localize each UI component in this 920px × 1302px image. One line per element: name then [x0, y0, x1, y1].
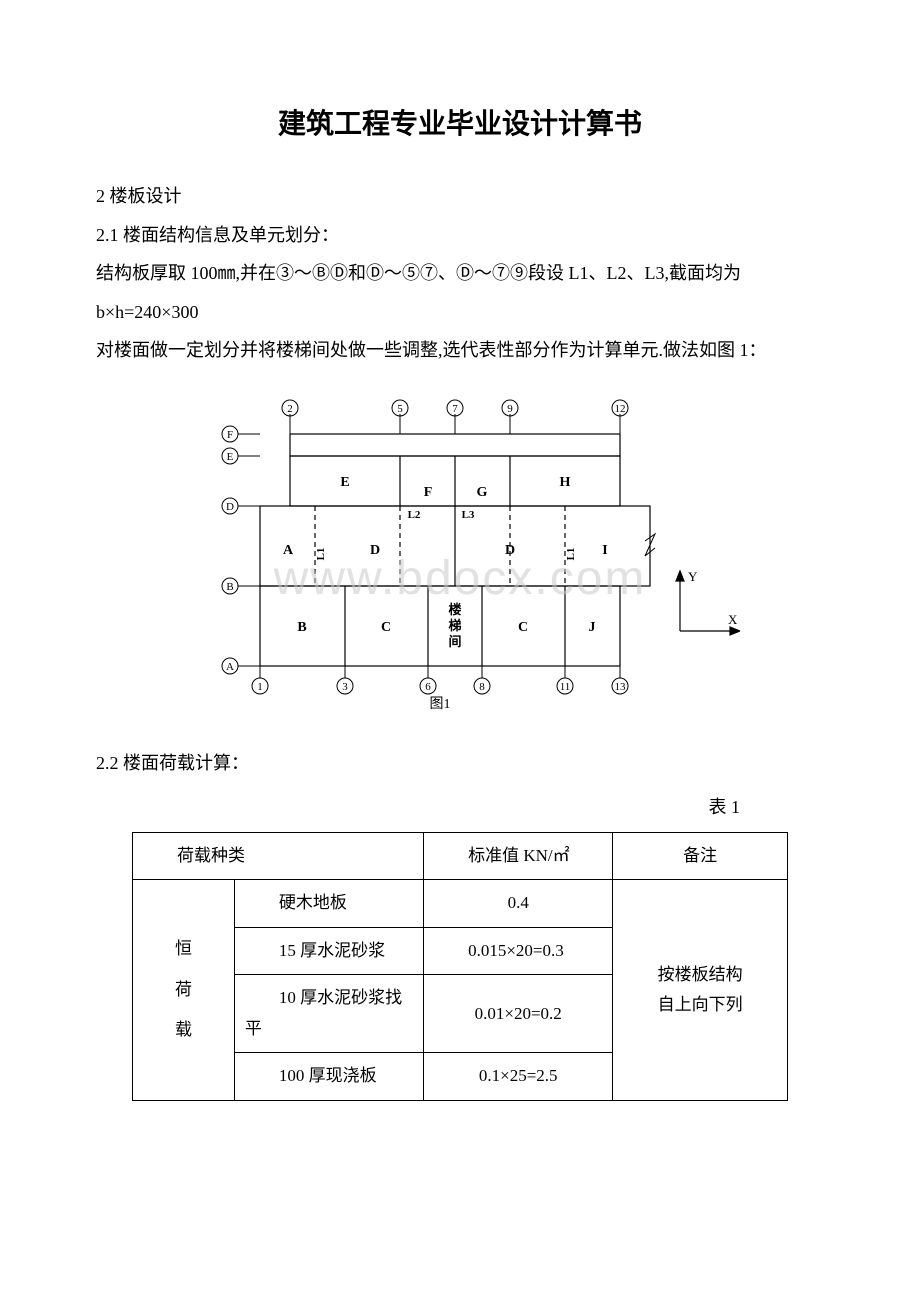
th-standard-value: 标准值 KN/㎡: [424, 832, 613, 880]
td-item-value: 0.015×20=0.3: [424, 927, 613, 975]
top-axis-labels: 2 5 7 9 12: [282, 400, 628, 434]
svg-text:13: 13: [615, 681, 627, 693]
td-note: 按楼板结构 自上向下列: [613, 880, 788, 1101]
figure-caption: 图1: [430, 697, 451, 712]
svg-text:间: 间: [448, 634, 461, 649]
section-2-heading: 2 楼板设计: [60, 180, 860, 212]
section-2-1-heading: 2.1 楼面结构信息及单元划分：: [60, 219, 860, 251]
svg-text:L2: L2: [408, 509, 421, 521]
td-item-value: 0.4: [424, 880, 613, 928]
cell-labels: E F G H A D D I B C C J: [283, 475, 608, 635]
bottom-axis-labels: 1 3 6 8 11 13: [252, 666, 628, 694]
svg-text:F: F: [424, 485, 433, 500]
svg-text:Y: Y: [688, 569, 698, 584]
th-note: 备注: [613, 832, 788, 880]
svg-text:D: D: [370, 543, 380, 558]
paragraph-struct-thickness: 结构板厚取 100㎜,并在③～ⒷⒹ和Ⓓ～⑤⑦、Ⓓ～⑦⑨段设 L1、L2、L3,截…: [60, 257, 860, 289]
svg-text:X: X: [728, 612, 738, 627]
table-row: 恒 荷 载 硬木地板 0.4 按楼板结构 自上向下列: [133, 880, 788, 928]
svg-text:L1: L1: [315, 548, 327, 561]
stair-label: 楼 梯 间: [448, 602, 461, 649]
svg-text:楼: 楼: [448, 602, 461, 617]
left-axis-labels: F E D B A: [222, 426, 260, 674]
svg-text:梯: 梯: [448, 618, 461, 633]
section-2-2-heading: 2.2 楼面荷载计算：: [60, 747, 860, 779]
svg-text:5: 5: [397, 403, 403, 415]
beam-labels: L1 L2 L3 L1: [315, 509, 577, 560]
svg-text:A: A: [226, 661, 234, 673]
td-rowgroup-dead-load: 恒 荷 载: [133, 880, 235, 1101]
svg-text:6: 6: [425, 681, 431, 693]
axis-xy: Y X: [676, 569, 740, 635]
load-table: 荷载种类 标准值 KN/㎡ 备注 恒 荷 载 硬木地板 0.4 按楼板结构 自上…: [132, 832, 788, 1102]
svg-text:8: 8: [479, 681, 485, 693]
table-1-label: 表 1: [60, 791, 860, 823]
svg-text:D: D: [226, 501, 234, 513]
svg-text:2: 2: [287, 403, 293, 415]
svg-text:I: I: [602, 543, 607, 558]
svg-text:9: 9: [507, 403, 513, 415]
td-item-name: 硬木地板: [234, 880, 423, 928]
svg-text:E: E: [227, 451, 234, 463]
td-item-name: 15 厚水泥砂浆: [234, 927, 423, 975]
paragraph-division: 对楼面做一定划分并将楼梯间处做一些调整,选代表性部分作为计算单元.做法如图 1：: [60, 334, 860, 366]
svg-text:7: 7: [452, 403, 458, 415]
paragraph-bxh: b×h=240×300: [60, 296, 860, 328]
table-row: 荷载种类 标准值 KN/㎡ 备注: [133, 832, 788, 880]
th-load-type: 荷载种类: [133, 832, 424, 880]
svg-text:F: F: [227, 429, 233, 441]
td-item-value: 0.1×25=2.5: [424, 1053, 613, 1101]
svg-text:L1: L1: [565, 548, 577, 561]
svg-text:11: 11: [560, 681, 571, 693]
svg-text:C: C: [518, 620, 528, 635]
td-item-name: 10 厚水泥砂浆找平: [234, 975, 423, 1053]
figure-1-diagram: 2 5 7 9 12 F E D B A 1 3: [180, 396, 740, 716]
svg-text:L3: L3: [462, 509, 475, 521]
doc-title: 建筑工程专业毕业设计计算书: [60, 100, 860, 150]
svg-text:D: D: [505, 543, 515, 558]
svg-text:C: C: [381, 620, 391, 635]
svg-text:B: B: [226, 581, 233, 593]
svg-text:J: J: [589, 620, 596, 635]
svg-text:3: 3: [342, 681, 348, 693]
svg-text:1: 1: [257, 681, 263, 693]
td-item-name: 100 厚现浇板: [234, 1053, 423, 1101]
svg-text:H: H: [560, 475, 571, 490]
td-item-value: 0.01×20=0.2: [424, 975, 613, 1053]
svg-text:A: A: [283, 543, 294, 558]
figure-1-wrapper: 2 5 7 9 12 F E D B A 1 3: [60, 396, 860, 726]
svg-text:12: 12: [615, 403, 626, 415]
svg-text:G: G: [477, 485, 488, 500]
svg-text:E: E: [340, 475, 349, 490]
svg-text:B: B: [297, 620, 306, 635]
